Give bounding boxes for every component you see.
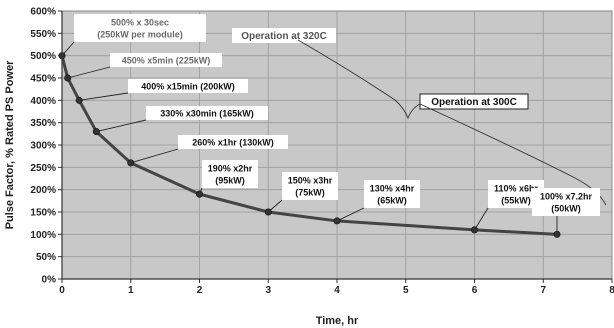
annotation-callout: 100% x7.2hr (50kW) — [532, 188, 600, 216]
region-box — [232, 28, 336, 43]
annotation-box — [128, 79, 248, 93]
x-tick-label: 2 — [197, 285, 203, 296]
annotation-label: 130% x4hr — [370, 184, 415, 194]
annotation-callout: 400% x15min (200kW) — [128, 79, 248, 93]
data-point — [92, 128, 100, 136]
annotation-label: 190% x2hr — [208, 164, 253, 174]
y-tick-label: 550% — [30, 29, 56, 40]
y-axis-title: Pulse Factor, % Rated PS Power — [4, 60, 16, 229]
series-line — [60, 54, 559, 236]
data-point — [333, 217, 341, 225]
annotation-label: 500% x 30sec — [111, 18, 169, 28]
region-annotation: Operation at 320C — [232, 28, 336, 43]
annotation-callout: 150% x3hr (75kW) — [282, 172, 338, 200]
data-point — [470, 226, 478, 234]
annotation-label: (50kW) — [551, 204, 581, 214]
annotation-label: (95kW) — [215, 176, 245, 186]
annotation-box — [282, 172, 338, 200]
y-tick-label: 400% — [30, 96, 56, 107]
annotation-callout: 450% x5min (225kW) — [110, 53, 222, 67]
annotation-label: 100% x7.2hr — [540, 192, 593, 202]
region-annotation: Operation at 300C — [419, 93, 529, 110]
annotation-box — [532, 188, 600, 216]
annotation-callout: 130% x4hr (65kW) — [364, 180, 420, 208]
y-tick-label: 200% — [30, 185, 56, 196]
annotation-label: 400% x15min (200kW) — [141, 82, 235, 92]
data-point — [196, 190, 204, 198]
annotation-leader — [96, 119, 147, 133]
data-point — [75, 96, 83, 104]
y-tick-label: 0% — [42, 275, 57, 286]
annotation-callout: 330% x30min (165kW) — [146, 106, 268, 120]
data-point — [553, 230, 561, 238]
x-tick-label: 3 — [265, 285, 271, 296]
data-point — [64, 74, 72, 82]
y-tick-label: 300% — [30, 141, 56, 152]
annotation-callout: 500% x 30sec (250kW per module) — [74, 14, 206, 42]
x-tick-label: 0 — [59, 285, 65, 296]
y-tick-label: 250% — [30, 163, 56, 174]
region-label: Operation at 300C — [431, 97, 517, 108]
y-tick-label: 150% — [30, 208, 56, 219]
region-box — [419, 93, 529, 110]
annotation-label: (55kW) — [501, 196, 531, 206]
annotation-leader — [67, 66, 111, 79]
y-tick-label: 500% — [30, 51, 56, 62]
annotation-callout: 190% x2hr (95kW) — [202, 160, 258, 188]
annotation-label: 330% x30min (165kW) — [160, 109, 254, 119]
annotation-box — [110, 53, 222, 67]
x-tick-label: 4 — [334, 285, 340, 296]
annotation-label: 260% x1hr (130kW) — [192, 138, 274, 148]
annotation-box — [146, 106, 268, 120]
annotation-label: 110% x6hr — [494, 184, 539, 194]
annotation-leader — [336, 207, 365, 222]
annotation-leader — [79, 92, 129, 101]
annotation-label: 450% x5min (225kW) — [122, 56, 211, 66]
annotation-label: (65kW) — [377, 196, 407, 206]
annotation-box — [202, 160, 258, 188]
y-tick-label: 600% — [30, 7, 56, 18]
series-line-path — [60, 54, 559, 236]
x-tick-label: 8 — [609, 285, 614, 296]
x-tick-label: 5 — [403, 285, 409, 296]
y-tick-label: 50% — [36, 252, 56, 263]
annotation-box — [74, 14, 206, 42]
y-tick-label: 350% — [30, 118, 56, 129]
data-point — [264, 208, 272, 216]
annotation-leader — [130, 148, 179, 164]
annotation-leader — [474, 207, 489, 231]
x-axis-title: Time, hr — [316, 315, 359, 327]
annotation-callout: 260% x1hr (130kW) — [178, 135, 288, 149]
x-tick-label: 7 — [540, 285, 546, 296]
x-tick-label: 6 — [472, 285, 478, 296]
data-point — [127, 159, 135, 167]
annotation-label: (250kW per module) — [97, 30, 183, 40]
annotation-label: 150% x3hr — [288, 176, 333, 186]
annotation-label: (75kW) — [295, 188, 325, 198]
operation-regions: Operation at 320C Operation at 300C — [232, 28, 607, 206]
annotation-box — [178, 135, 288, 149]
annotation-box — [364, 180, 420, 208]
region-label: Operation at 320C — [241, 31, 327, 42]
annotation-labels: 500% x 30sec (250kW per module) 450% x5min… — [74, 14, 600, 216]
y-tick-label: 450% — [30, 74, 56, 85]
axes: 0% 50% 100% 150% 200% 250% 300% 350% 400% 450% 500… — [30, 7, 614, 297]
x-tick-label: 1 — [128, 285, 134, 296]
y-tick-label: 100% — [30, 230, 56, 241]
